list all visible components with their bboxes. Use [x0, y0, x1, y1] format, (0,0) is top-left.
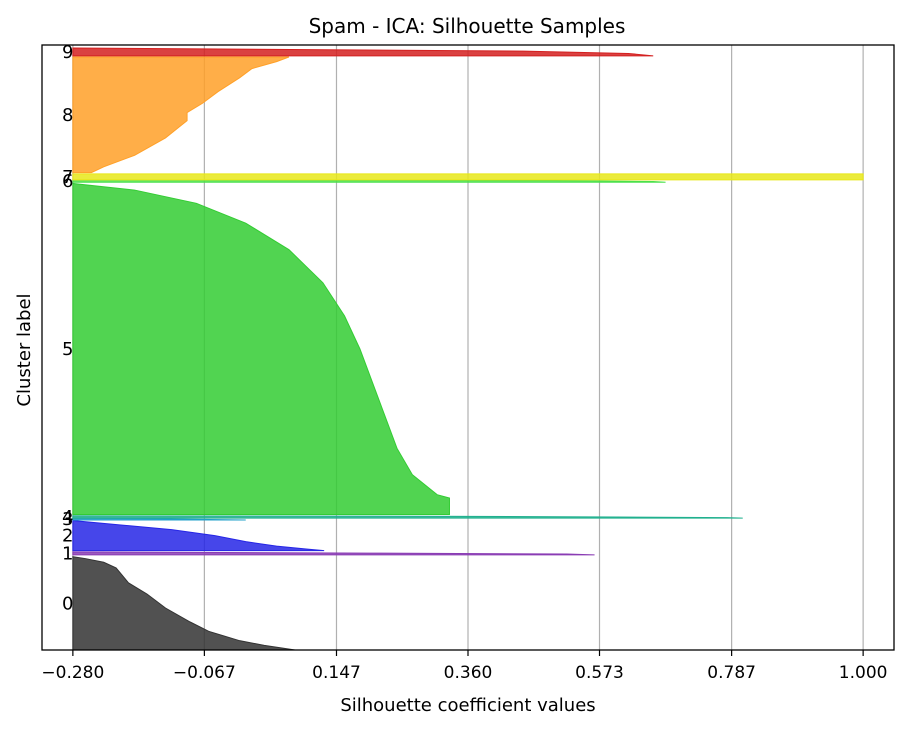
x-tick-label: 1.000 — [839, 663, 888, 683]
x-tick-label: −0.067 — [173, 663, 236, 683]
x-tick-label: 0.573 — [575, 663, 624, 683]
x-axis-label: Silhouette coefficient values — [340, 695, 595, 716]
cluster-4-silhouette — [72, 515, 743, 519]
cluster-shapes — [72, 47, 864, 651]
x-tick-label: 0.147 — [312, 663, 361, 683]
cluster-label: 8 — [62, 105, 73, 126]
cluster-label: 4 — [62, 507, 73, 528]
x-axis-ticks: −0.280 −0.067 0.147 0.360 0.573 0.787 1.000 — [41, 650, 887, 683]
chart-title: Spam - ICA: Silhouette Samples — [309, 14, 626, 38]
cluster-label: 5 — [62, 339, 73, 360]
x-tick-label: −0.280 — [41, 663, 104, 683]
cluster-label: 3 — [62, 509, 73, 530]
cluster-8-silhouette — [72, 56, 290, 174]
cluster-1-silhouette — [72, 551, 595, 556]
cluster-label: 9 — [62, 42, 73, 63]
cluster-label: 2 — [62, 526, 73, 547]
y-axis-label: Cluster label — [14, 293, 35, 406]
cluster-9-silhouette — [72, 47, 654, 57]
cluster-5-silhouette — [72, 182, 450, 516]
cluster-0-silhouette — [72, 556, 296, 651]
cluster-label: 7 — [62, 167, 73, 188]
cluster-2-silhouette — [72, 520, 325, 552]
cluster-7-silhouette — [72, 173, 864, 181]
x-tick-label: 0.360 — [444, 663, 493, 683]
cluster-label: 1 — [62, 543, 73, 564]
cluster-label: 0 — [62, 593, 73, 614]
x-tick-label: 0.787 — [707, 663, 756, 683]
cluster-label: 6 — [62, 171, 73, 192]
